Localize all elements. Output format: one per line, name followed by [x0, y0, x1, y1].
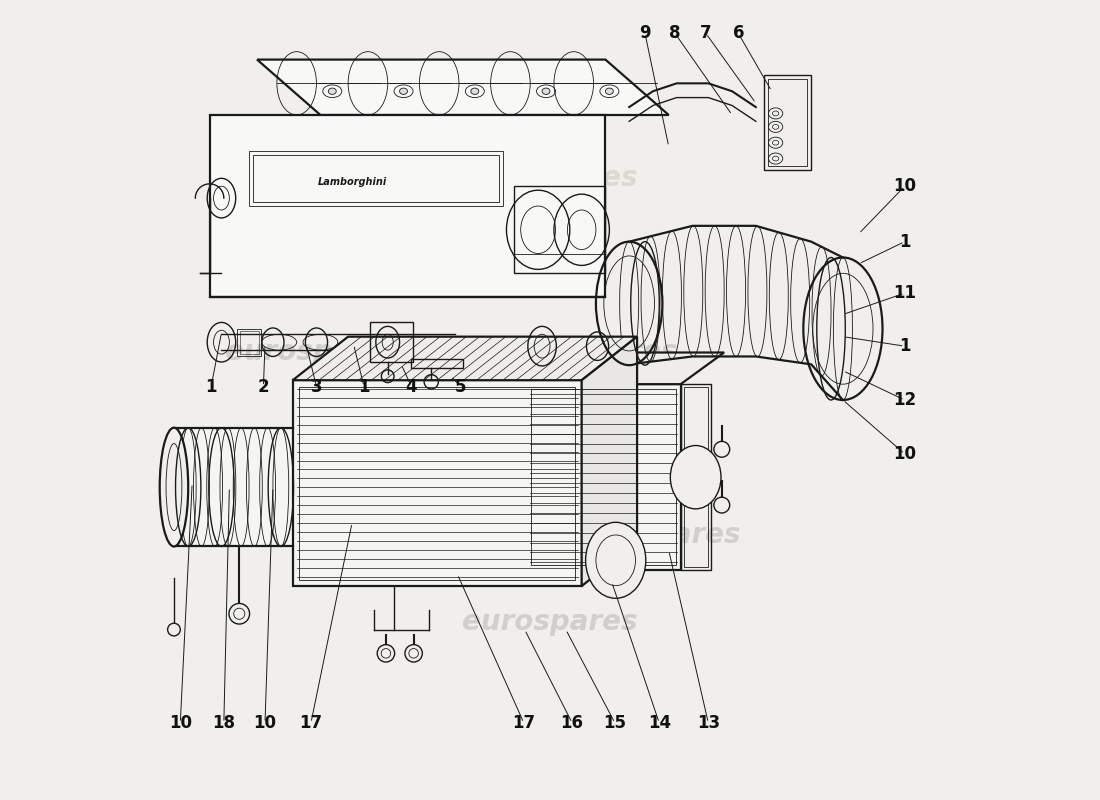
Ellipse shape: [409, 649, 418, 658]
Text: 4: 4: [406, 378, 417, 395]
Bar: [240, 331, 258, 354]
Ellipse shape: [405, 645, 422, 662]
Text: eurospares: eurospares: [264, 521, 440, 549]
Bar: [238, 329, 261, 357]
Ellipse shape: [399, 88, 407, 94]
Text: eurospares: eurospares: [462, 164, 638, 192]
Bar: [253, 154, 498, 202]
Text: 6: 6: [733, 25, 745, 42]
Bar: [531, 389, 675, 566]
Polygon shape: [526, 384, 681, 570]
Ellipse shape: [328, 88, 337, 94]
Text: 15: 15: [604, 714, 626, 732]
Ellipse shape: [772, 140, 779, 145]
Ellipse shape: [772, 111, 779, 116]
Text: 3: 3: [310, 378, 322, 395]
Ellipse shape: [233, 608, 245, 619]
Text: 2: 2: [257, 378, 270, 395]
Polygon shape: [582, 337, 637, 586]
Text: 10: 10: [893, 178, 916, 195]
Ellipse shape: [670, 446, 720, 509]
Polygon shape: [293, 337, 637, 380]
Text: 18: 18: [212, 714, 235, 732]
Bar: [681, 384, 711, 570]
Polygon shape: [210, 115, 605, 297]
Ellipse shape: [772, 156, 779, 161]
Ellipse shape: [167, 623, 180, 636]
Text: 7: 7: [700, 25, 712, 42]
Bar: [299, 386, 575, 580]
Bar: [763, 75, 812, 170]
Text: 5: 5: [454, 378, 466, 395]
Text: 1: 1: [899, 337, 911, 355]
Ellipse shape: [377, 645, 395, 662]
Ellipse shape: [229, 603, 250, 624]
Text: Lamborghini: Lamborghini: [318, 178, 387, 187]
Text: eurospares: eurospares: [565, 521, 740, 549]
Text: 1: 1: [206, 378, 217, 395]
Bar: [684, 387, 707, 567]
Ellipse shape: [772, 125, 779, 130]
Bar: [370, 322, 412, 362]
Ellipse shape: [714, 442, 729, 457]
Ellipse shape: [471, 88, 478, 94]
Text: 10: 10: [893, 445, 916, 463]
Text: 14: 14: [648, 714, 671, 732]
Ellipse shape: [542, 88, 550, 94]
Text: 17: 17: [513, 714, 536, 732]
Text: 12: 12: [893, 391, 916, 409]
Text: eurospares: eurospares: [224, 338, 400, 366]
Bar: [411, 359, 463, 368]
Text: 17: 17: [299, 714, 322, 732]
Polygon shape: [293, 380, 582, 586]
Polygon shape: [526, 353, 724, 384]
Text: 11: 11: [893, 284, 916, 302]
Bar: [768, 79, 807, 166]
Bar: [515, 186, 605, 274]
Text: 10: 10: [253, 714, 276, 732]
Polygon shape: [174, 428, 293, 546]
Bar: [250, 150, 503, 206]
Ellipse shape: [714, 497, 729, 513]
Text: eurospares: eurospares: [462, 608, 638, 636]
Ellipse shape: [605, 88, 614, 94]
Polygon shape: [257, 59, 669, 115]
Ellipse shape: [585, 522, 646, 598]
Text: 9: 9: [639, 25, 651, 42]
Text: 16: 16: [561, 714, 584, 732]
Text: 10: 10: [168, 714, 191, 732]
Text: eurospares: eurospares: [502, 338, 678, 366]
Text: 1: 1: [359, 378, 370, 395]
Text: 1: 1: [899, 233, 911, 250]
Text: 13: 13: [696, 714, 719, 732]
Ellipse shape: [382, 649, 390, 658]
Ellipse shape: [160, 428, 188, 546]
Text: 8: 8: [669, 25, 681, 42]
